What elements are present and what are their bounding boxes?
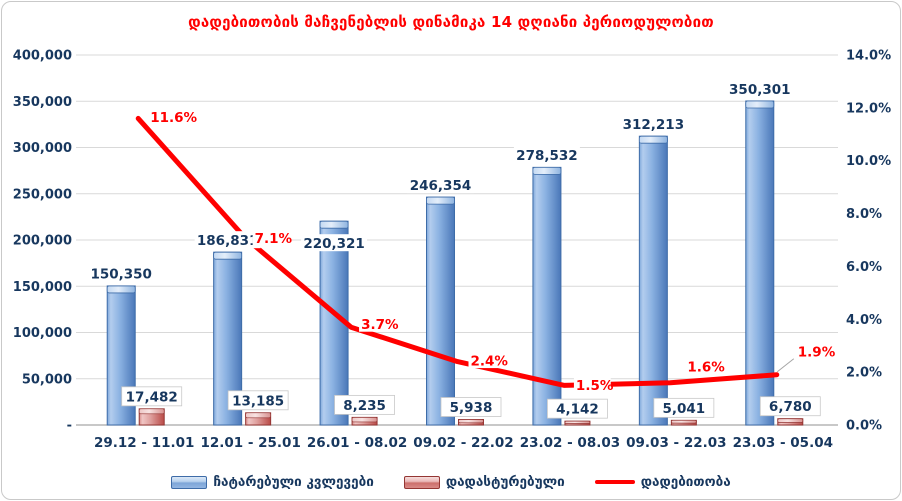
right-axis-tick-label: 2.0% (846, 366, 882, 381)
left-axis-tick-label: 150,000 (13, 280, 72, 295)
bar-tests (638, 135, 668, 426)
positivity-pct-label: 2.4% (471, 353, 509, 369)
value-label-bg (513, 146, 580, 164)
legend-positivity-label: დადებითობა (640, 474, 731, 490)
bar-confirmed-cap (138, 408, 165, 415)
red-bar-swatch-icon (403, 475, 440, 489)
value-label-bg (194, 231, 261, 249)
category-label: 23.02 - 08.03 (520, 435, 620, 451)
confirmed-value-label: 6,780 (769, 399, 812, 415)
left-axis-tick-label: 250,000 (13, 187, 72, 202)
bar-tests-cap (532, 166, 562, 175)
bar-confirmed-cap (564, 420, 591, 424)
value-label-bg (620, 115, 687, 133)
confirmed-value-label: 17,482 (126, 389, 178, 405)
right-axis-tick-label: 6.0% (846, 260, 882, 275)
confirmed-label-box (334, 394, 395, 415)
bar-confirmed-cap (351, 417, 378, 423)
legend-item-positivity: დადებითობა (594, 474, 731, 490)
bar-tests (532, 166, 562, 426)
right-axis-tick-label: 4.0% (846, 313, 882, 328)
left-axis-tick-label: 50,000 (22, 372, 72, 387)
pct-label-bg (148, 108, 194, 125)
positivity-pct-label: 11.6% (150, 110, 197, 126)
category-label: 09.03 - 22.03 (626, 435, 726, 451)
confirmed-label-box (440, 397, 502, 417)
positivity-pct-label: 1.5% (576, 378, 614, 394)
positivity-pct-label: 1.6% (687, 360, 725, 376)
blue-bar-swatch-icon (171, 475, 208, 489)
category-label: 09.02 - 22.02 (413, 435, 513, 451)
bar-tests-cap (638, 135, 668, 144)
value-label-bg (301, 234, 368, 252)
legend-tests-label: ჩატარებული კვლევები (213, 474, 374, 490)
bar-confirmed-cap (777, 418, 804, 423)
left-axis-tick-label: 350,000 (13, 95, 72, 110)
confirmed-label-box (121, 386, 183, 407)
bar-tests-cap (213, 251, 243, 260)
left-axis-tick-label: 300,000 (13, 141, 72, 156)
pct-label-bg (795, 343, 833, 360)
confirmed-value-label: 8,235 (343, 398, 386, 414)
confirmed-value-label: 5,938 (450, 400, 493, 416)
confirmed-value-label: 4,142 (556, 402, 599, 418)
value-label-bg (407, 176, 474, 194)
category-label: 23.03 - 05.04 (733, 435, 833, 451)
tests-value-label: 246,354 (410, 178, 472, 194)
bar-confirmed-cap (671, 419, 697, 424)
right-axis-tick-label: 10.0% (846, 154, 891, 169)
pct-label-bg (252, 229, 290, 246)
pct-label-bg (573, 376, 611, 393)
left-axis-tick-label: 400,000 (13, 49, 72, 64)
bar-tests-cap (745, 100, 775, 109)
confirmed-value-label: 5,041 (663, 401, 706, 417)
tests-value-label: 312,213 (623, 117, 685, 133)
right-axis-tick-label: 12.0% (846, 101, 891, 116)
left-axis-tick-label: 200,000 (13, 234, 72, 249)
positivity-pct-label: 1.9% (798, 345, 836, 361)
label-leader-line (776, 358, 795, 373)
value-label-bg (726, 79, 793, 97)
bar-tests-cap (319, 220, 349, 229)
legend-item-tests: ჩატარებული კვლევები (171, 474, 374, 490)
value-label-bg (88, 264, 155, 282)
category-label: 12.01 - 25.01 (200, 435, 300, 451)
legend-item-confirmed: დადასტურებული (403, 474, 565, 490)
confirmed-value-label: 13,185 (232, 393, 284, 409)
tests-value-label: 186,831 (197, 233, 259, 249)
positivity-pct-label: 7.1% (255, 231, 293, 247)
legend-confirmed-label: დადასტურებული (445, 474, 565, 490)
bar-tests (745, 100, 775, 426)
confirmed-label-box (759, 396, 821, 417)
right-axis-tick-label: 8.0% (846, 207, 882, 222)
left-axis-tick-label: 100,000 (13, 326, 72, 341)
pct-label-bg (685, 358, 723, 375)
confirmed-label-box (547, 398, 608, 419)
category-label: 29.12 - 11.01 (94, 435, 194, 451)
positivity-pct-label: 3.7% (361, 317, 399, 333)
right-axis-tick-label: 0.0% (846, 419, 882, 434)
chart-legend: ჩატარებული კვლევები დადასტურებული დადები… (0, 474, 902, 490)
red-line-swatch-icon (594, 479, 635, 485)
left-axis-tick-label: - (67, 419, 72, 434)
tests-value-label: 350,301 (729, 82, 791, 98)
tests-value-label: 278,532 (516, 148, 578, 164)
bar-tests-cap (426, 196, 455, 205)
bar-confirmed-cap (245, 412, 271, 419)
pct-label-bg (359, 315, 396, 332)
right-axis-tick-label: 14.0% (846, 49, 891, 64)
category-label: 26.01 - 08.02 (307, 435, 407, 451)
pct-label-bg (468, 352, 506, 369)
confirmed-label-box (227, 390, 289, 411)
bar-tests-cap (106, 285, 136, 294)
tests-value-label: 220,321 (303, 236, 365, 252)
bar-tests (426, 196, 455, 426)
bar-confirmed-cap (458, 419, 484, 424)
chart-title: დადებითობის მაჩვენებლის დინამიკა 14 დღია… (188, 13, 714, 31)
confirmed-label-box (653, 397, 715, 418)
tests-value-label: 150,350 (90, 267, 152, 283)
